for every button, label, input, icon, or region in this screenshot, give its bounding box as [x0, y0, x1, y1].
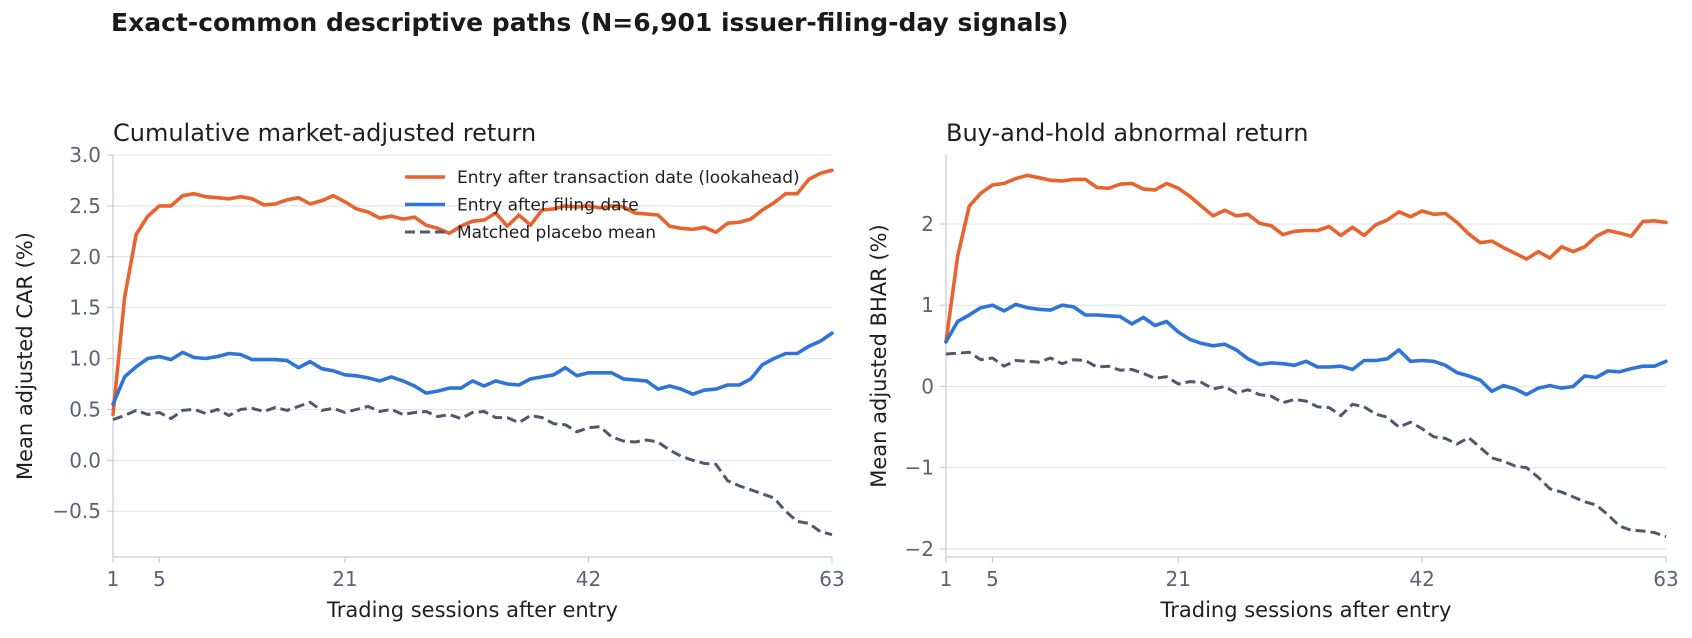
series-line-placebo: [945, 350, 1667, 539]
series-line-lookahead: [111, 168, 834, 417]
figure-title: Exact-common descriptive paths (N=6,901 …: [111, 8, 1069, 37]
y-tick-label: −1: [905, 456, 934, 480]
x-tick-label: 5: [153, 567, 166, 591]
y-tick-label: −0.5: [52, 499, 101, 523]
series-line-filing: [944, 302, 1668, 397]
panel-car: 3.0 2.5 2.0 1.5 1.0 0.5 0.0 −0.5 1 5 21 42 63 Cumulat…: [13, 119, 845, 622]
x-tick-label: 63: [1653, 567, 1678, 591]
y-tick-label: 0.5: [69, 397, 101, 421]
legend-label: Matched placebo mean: [457, 223, 656, 243]
y-tick-label: 0.0: [69, 448, 101, 472]
series-line-placebo: [112, 400, 833, 537]
y-tick-label: 1: [921, 293, 934, 317]
panel-title: Cumulative market-adjusted return: [113, 119, 536, 147]
legend: Entry after transaction date (lookahead)…: [405, 168, 800, 243]
x-tick-label: 21: [332, 567, 357, 591]
y-tick-label: −2: [905, 537, 934, 561]
x-axis-label: Trading sessions after entry: [326, 598, 618, 622]
x-tick-label: 1: [940, 567, 953, 591]
y-tick-label: 2.0: [69, 245, 101, 269]
y-tick-label: 1.5: [69, 296, 101, 320]
panel-title: Buy-and-hold abnormal return: [946, 119, 1308, 147]
y-tick-label: 0: [921, 374, 934, 398]
x-tick-label: 42: [1409, 567, 1434, 591]
x-tick-label: 42: [576, 567, 601, 591]
legend-label: Entry after transaction date (lookahead): [457, 168, 800, 188]
x-axis-label: Trading sessions after entry: [1160, 598, 1452, 622]
series-line-filing: [111, 331, 834, 407]
y-tick-label: 2.5: [69, 194, 101, 218]
y-tick-label: 2: [921, 212, 934, 236]
series-line-lookahead: [944, 173, 1668, 344]
y-tick-label: 1.0: [69, 347, 101, 371]
x-tick-label: 1: [107, 567, 120, 591]
y-axis-label: Mean adjusted CAR (%): [13, 232, 37, 480]
y-axis-label: Mean adjusted BHAR (%): [867, 224, 891, 488]
x-tick-label: 5: [986, 567, 999, 591]
x-tick-label: 63: [819, 567, 844, 591]
legend-label: Entry after filing date: [457, 196, 639, 216]
y-tick-label: 3.0: [69, 143, 101, 167]
x-tick-label: 21: [1166, 567, 1191, 591]
